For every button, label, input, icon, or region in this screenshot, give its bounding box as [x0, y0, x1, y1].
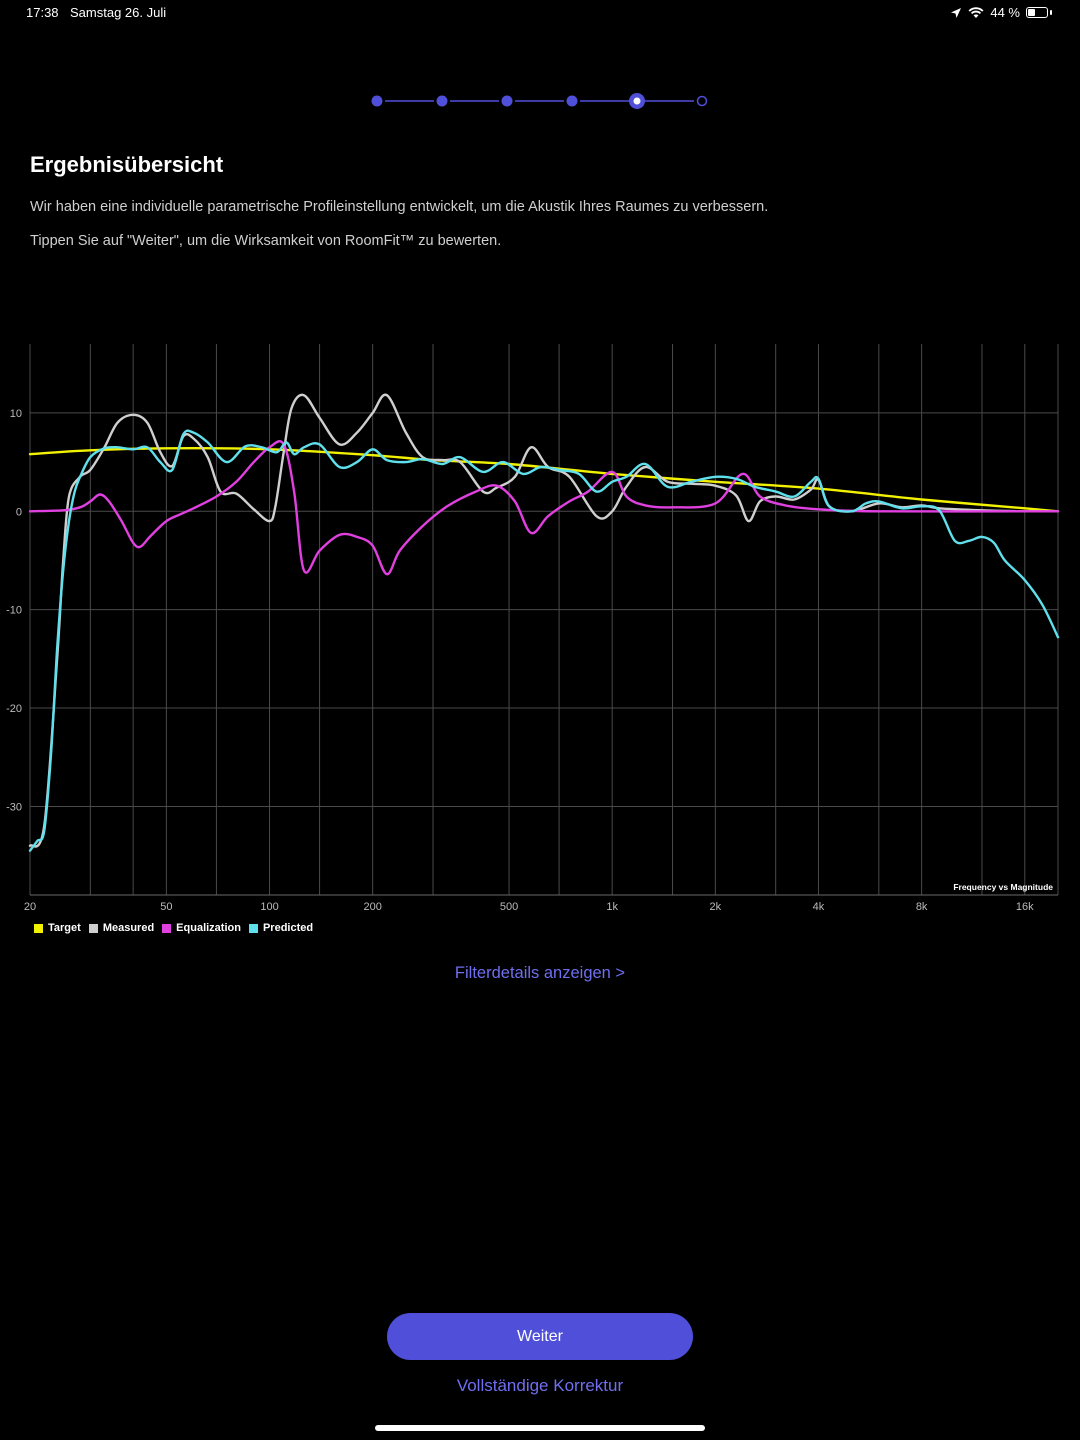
- legend-item-measured: Measured: [88, 922, 155, 934]
- location-arrow-icon: [951, 7, 962, 18]
- y-tick-label: 10: [10, 408, 22, 420]
- legend-label-target: Target: [48, 922, 81, 934]
- legend-item-predicted: Predicted: [248, 922, 314, 934]
- chart-legend: Target Measured Equalization Predicted: [34, 922, 313, 934]
- x-tick-label: 8k: [916, 901, 928, 913]
- legend-label-equalization: Equalization: [176, 922, 241, 934]
- x-tick-label: 4k: [813, 901, 825, 913]
- progress-stepper: [371, 93, 708, 109]
- step-dot-completed: [501, 95, 513, 107]
- x-tick-label: 50: [160, 901, 172, 913]
- legend-swatch-equalization: [162, 923, 172, 933]
- battery-icon: [1026, 7, 1048, 18]
- series-line-target: [28, 447, 1060, 513]
- legend-label-predicted: Predicted: [262, 922, 314, 934]
- filter-details-link[interactable]: Filterdetails anzeigen >: [454, 964, 626, 982]
- x-tick-label: 1k: [606, 901, 618, 913]
- x-tick-label: 16k: [1016, 901, 1034, 913]
- full-correction-link[interactable]: Vollständige Korrektur: [456, 1376, 624, 1395]
- continue-button[interactable]: Weiter: [387, 1313, 693, 1360]
- legend-swatch-target: [34, 923, 43, 933]
- battery-cap: [1050, 10, 1052, 15]
- step-dot-completed: [371, 95, 383, 107]
- x-tick-label: 20: [24, 901, 36, 913]
- step-dot-upcoming: [696, 95, 708, 107]
- step-dot-current-center: [633, 97, 641, 105]
- x-tick-label: 500: [500, 901, 518, 913]
- legend-item-equalization: Equalization: [162, 922, 241, 934]
- step-dot-completed: [436, 95, 448, 107]
- chart-annotation: Frequency vs Magnitude: [953, 882, 1053, 892]
- x-tick-label: 2k: [710, 901, 722, 913]
- battery-percentage: 44 %: [990, 5, 1020, 20]
- x-tick-label: 100: [260, 901, 278, 913]
- status-date: Samstag 26. Juli: [70, 5, 167, 20]
- status-bar: 17:38 Samstag 26. Juli 44 %: [0, 0, 1080, 26]
- legend-item-target: Target: [34, 922, 81, 934]
- home-indicator: [375, 1425, 705, 1431]
- instruction-text: Tippen Sie auf "Weiter", um die Wirksamk…: [30, 233, 502, 249]
- series-line-measured: [28, 393, 1060, 848]
- legend-swatch-predicted: [248, 923, 258, 933]
- description-text: Wir haben eine individuelle parametrisch…: [30, 199, 769, 215]
- series-line-equalization: [28, 440, 1060, 576]
- legend-label-measured: Measured: [102, 922, 155, 934]
- battery-level: [1028, 9, 1036, 16]
- step-dot-completed: [566, 95, 578, 107]
- y-tick-label: -20: [6, 703, 22, 715]
- legend-swatch-measured: [88, 923, 98, 933]
- wifi-icon: [968, 6, 984, 18]
- y-tick-label: -30: [6, 801, 22, 813]
- page-title: Ergebnisübersicht: [30, 152, 224, 177]
- x-tick-label: 200: [363, 901, 381, 913]
- y-tick-label: 0: [16, 506, 22, 518]
- status-indicators: 44 %: [950, 5, 1052, 20]
- status-time: 17:38: [26, 5, 59, 20]
- series-line-predicted: [28, 429, 1060, 852]
- y-tick-label: -10: [6, 605, 22, 617]
